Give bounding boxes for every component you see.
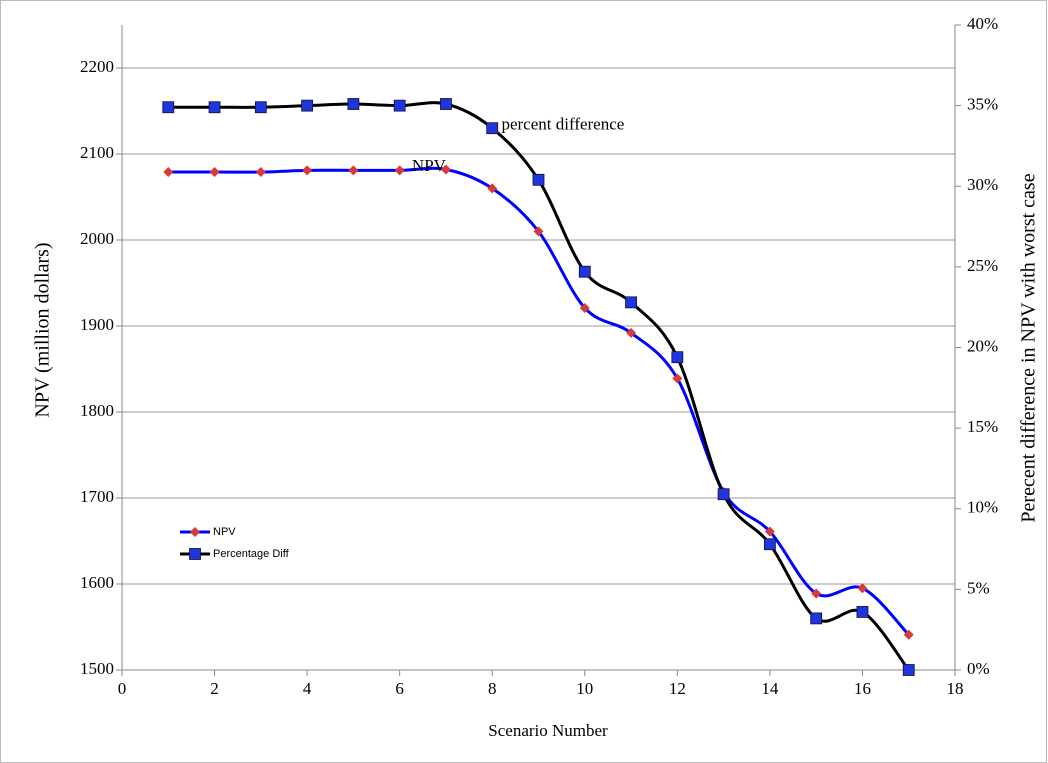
x-tick-label: 2 xyxy=(210,679,219,698)
x-tick-label: 12 xyxy=(669,679,686,698)
y-tick-label: 1900 xyxy=(80,315,114,334)
point xyxy=(533,226,544,237)
point xyxy=(255,167,266,178)
x-tick-label: 8 xyxy=(488,679,497,698)
point xyxy=(672,373,683,384)
y2-tick-label: 20% xyxy=(967,336,998,355)
y2-tick-label: 0% xyxy=(967,659,990,678)
point xyxy=(857,583,868,594)
point xyxy=(440,98,452,110)
point xyxy=(671,351,684,364)
annotation: percent difference xyxy=(501,115,624,134)
y2-axis-label: Perecent difference in NPV with worst ca… xyxy=(1018,173,1040,522)
y-tick-label: 1800 xyxy=(80,401,114,420)
x-tick-label: 4 xyxy=(303,679,312,698)
y-tick-label: 1600 xyxy=(80,573,114,592)
point xyxy=(162,101,175,114)
point xyxy=(393,99,406,112)
legend-marker xyxy=(190,527,200,537)
point xyxy=(856,606,869,618)
y2-tick-label: 35% xyxy=(967,95,998,114)
y2-tick-label: 30% xyxy=(967,175,998,194)
point xyxy=(487,183,498,194)
legend-label: Percentage Diff xyxy=(213,548,290,560)
point xyxy=(902,664,915,676)
point xyxy=(486,122,499,135)
y2-tick-label: 25% xyxy=(967,256,998,275)
x-tick-label: 10 xyxy=(576,679,593,698)
point xyxy=(626,327,637,338)
point xyxy=(763,538,776,551)
x-tick-label: 0 xyxy=(118,679,127,698)
x-tick-label: 18 xyxy=(947,679,964,698)
point xyxy=(209,167,220,178)
x-axis-label: Scenario Number xyxy=(488,721,608,740)
point xyxy=(717,488,730,501)
y-tick-label: 1700 xyxy=(80,487,114,506)
point xyxy=(764,526,775,537)
point xyxy=(903,629,914,640)
y2-tick-label: 10% xyxy=(967,498,998,517)
point xyxy=(625,296,637,309)
point xyxy=(301,99,314,112)
y2-tick-label: 15% xyxy=(967,417,998,436)
point xyxy=(579,302,590,313)
point xyxy=(348,165,359,176)
y-axis-label: NPV (million dollars) xyxy=(32,242,54,417)
legend-marker xyxy=(189,548,201,560)
y2-tick-label: 5% xyxy=(967,578,990,597)
point xyxy=(163,167,174,178)
point xyxy=(578,265,591,278)
y-tick-label: 2000 xyxy=(80,229,114,248)
point xyxy=(347,98,360,110)
y2-tick-label: 40% xyxy=(967,14,998,33)
y-tick-label: 1500 xyxy=(80,659,114,678)
point xyxy=(302,165,313,176)
annotation: NPV xyxy=(412,156,447,175)
point xyxy=(811,588,822,599)
legend-label: NPV xyxy=(213,526,236,538)
x-tick-label: 6 xyxy=(395,679,404,698)
point xyxy=(810,612,823,625)
y-tick-label: 2100 xyxy=(80,143,114,162)
point xyxy=(254,101,267,114)
point xyxy=(208,101,221,114)
y-tick-label: 2200 xyxy=(80,57,114,76)
x-tick-label: 14 xyxy=(761,679,779,698)
x-tick-label: 16 xyxy=(854,679,871,698)
point xyxy=(440,164,451,175)
point xyxy=(394,165,405,176)
point xyxy=(532,173,545,186)
